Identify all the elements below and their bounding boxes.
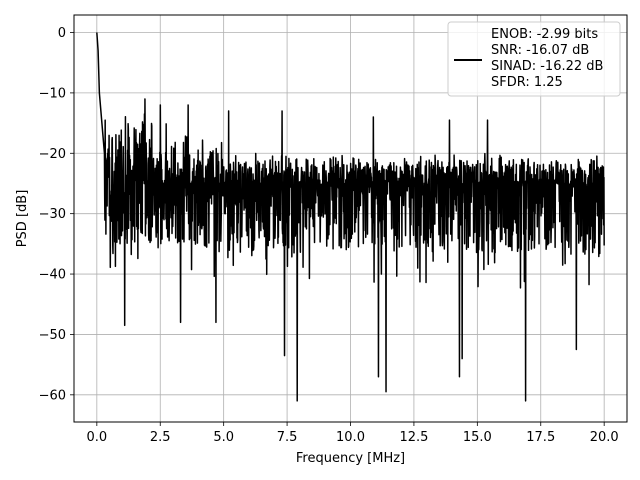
- x-tick-label: 17.5: [526, 430, 555, 445]
- y-tick-label: −30: [39, 207, 66, 222]
- x-tick-label: 10.0: [336, 430, 365, 445]
- x-tick-label: 20.0: [590, 430, 619, 445]
- legend-box: [447, 21, 621, 97]
- y-tick-label: −60: [39, 388, 66, 403]
- plot-area: [96, 32, 605, 402]
- ticks: 0.0 2.5 5.0 7.5 10.0 12.5 15.0 17.5 20.0 0 −10 −20 −…: [39, 26, 619, 445]
- x-tick-label: 0.0: [86, 430, 107, 445]
- y-tick-label: −50: [39, 328, 66, 343]
- x-tick-label: 2.5: [150, 430, 171, 445]
- x-tick-label: 12.5: [399, 430, 428, 445]
- x-tick-label: 15.0: [463, 430, 492, 445]
- y-tick-label: −20: [39, 147, 66, 162]
- y-tick-label: −10: [39, 86, 66, 101]
- psd-series-line: [96, 32, 605, 402]
- legend-entry-line: SFDR: 1.25: [491, 75, 563, 90]
- y-tick-label: −40: [39, 268, 66, 283]
- x-tick-label: 7.5: [277, 430, 298, 445]
- legend-entry-line: ENOB: -2.99 bits: [491, 27, 598, 42]
- legend-entry-line: SNR: -16.07 dB: [491, 43, 589, 58]
- x-axis-label: Frequency [MHz]: [296, 451, 405, 466]
- y-axis-label: PSD [dB]: [15, 190, 30, 248]
- y-tick-label: 0: [58, 26, 66, 41]
- legend-entry-line: SINAD: -16.22 dB: [491, 59, 603, 74]
- x-tick-label: 5.0: [213, 430, 234, 445]
- legend: ENOB: -2.99 bits SNR: -16.07 dB SINAD: -16…: [447, 21, 621, 97]
- legend-entry-label: ENOB: -2.99 bits SNR: -16.07 dB SINAD: -16…: [491, 27, 603, 90]
